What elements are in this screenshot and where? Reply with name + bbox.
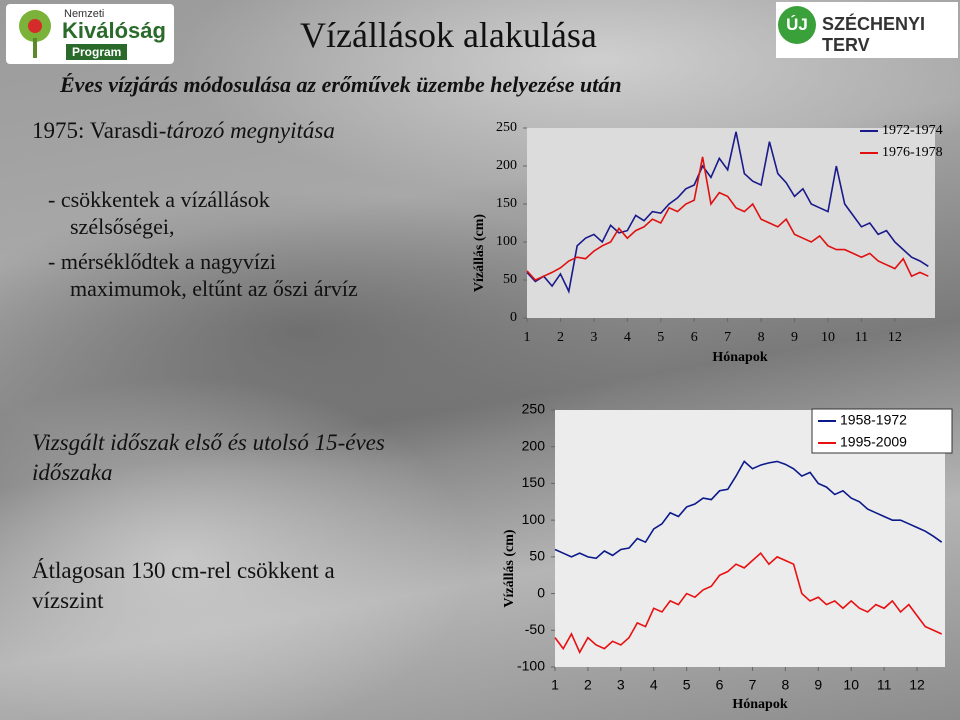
x-tick-label: 9 [814,677,822,693]
series-line [554,552,943,655]
event-year: 1975: Varasdi- [32,118,167,143]
subtitle: Éves vízjárás módosulása az erőművek üze… [60,72,622,97]
y-tick-label: 0 [510,310,517,325]
y-tick-label: 100 [522,511,546,527]
x-tick-label: 12 [888,330,902,345]
x-tick-label: 10 [821,330,835,345]
x-axis-label: Hónapok [712,350,767,365]
x-tick-label: 7 [749,677,757,693]
x-tick-label: 7 [724,330,731,345]
x-tick-label: 3 [617,677,625,693]
y-tick-label: -50 [525,621,545,637]
x-tick-label: 5 [657,330,664,345]
y-tick-label: 250 [522,401,546,417]
event: 1975: Varasdi-tározó megnyitása [32,118,335,144]
logo-text: SZÉCHENYI TERV [822,14,926,55]
y-tick-label: 150 [496,196,517,211]
period: Vizsgált időszak első és utolsó 15-éves … [32,430,385,485]
x-tick-label: 2 [557,330,564,345]
logo-icon: ÚJ [778,6,816,44]
y-tick-label: 250 [496,120,517,135]
series-line [526,156,929,281]
x-tick-label: 8 [758,330,765,345]
event-name: tározó megnyitása [166,118,335,143]
y-tick-label: -100 [517,658,545,674]
x-tick-label: 6 [716,677,724,693]
y-tick-label: 100 [496,234,517,249]
x-tick-label: 3 [590,330,597,345]
x-tick-label: 10 [843,677,859,693]
y-tick-label: 50 [503,272,517,287]
logo-top: Nemzeti [64,8,105,20]
series-line [526,131,929,294]
y-tick-label: 150 [522,474,546,490]
x-tick-label: 12 [909,677,925,693]
series-line [554,460,943,560]
x-tick-label: 8 [781,677,789,693]
logo-bottom: Program [66,44,128,60]
x-tick-label: 1 [524,330,531,345]
x-axis-label: Hónapok [732,697,787,712]
x-tick-label: 2 [584,677,592,693]
x-tick-label: 11 [855,330,868,345]
y-tick-label: 200 [522,437,546,453]
x-tick-label: 4 [650,677,658,693]
x-tick-label: 11 [877,677,892,693]
logo-main: Kiválóság [62,18,166,43]
x-tick-label: 1 [551,677,559,693]
x-tick-label: 9 [791,330,798,345]
x-tick-label: 5 [683,677,691,693]
legend-label: 1995-2009 [840,434,907,450]
title: Vízállások alakulása [300,15,597,55]
logo-tree [19,10,51,58]
legend-label: 1958-1972 [840,412,907,428]
bullet: - csökkentek a vízállások szélsőségei, [48,187,270,239]
summary: Átlagosan 130 cm-rel csökkent a vízszint [32,558,335,613]
plot-area [527,128,935,318]
legend-label: 1976-1978 [882,145,943,160]
y-tick-label: 200 [496,158,517,173]
y-tick-label: 50 [529,548,545,564]
x-tick-label: 6 [691,330,698,345]
legend-label: 1972-1974 [882,123,943,138]
logo-right: ÚJ SZÉCHENYI TERV [776,2,958,58]
y-tick-label: 0 [537,584,545,600]
logo-left: Nemzeti Kiválóság Program [6,4,174,64]
bullet: - mérséklődtek a nagyvízi maximumok, elt… [48,249,358,301]
legend-box [811,408,953,454]
x-tick-label: 4 [624,330,631,345]
y-axis-label: Vízállás (cm) [502,529,517,607]
y-axis-label: Vízállás (cm) [472,214,487,292]
